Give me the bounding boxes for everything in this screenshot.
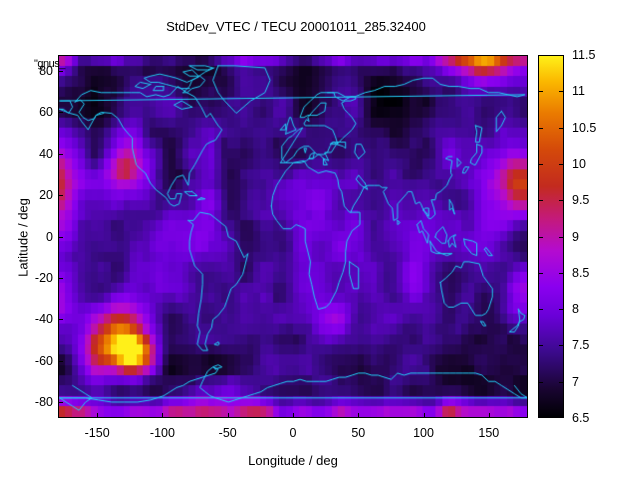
x-tick--100: -100 xyxy=(149,426,175,440)
colorbar-tick-mark xyxy=(538,236,543,238)
y-tick-mark xyxy=(58,319,63,321)
y-tick-60: 60 xyxy=(39,105,53,120)
y-tick-mark xyxy=(58,277,63,279)
x-tick-50: 50 xyxy=(351,426,366,440)
x-tick-mark xyxy=(97,413,99,418)
y-tick-mark xyxy=(58,153,63,155)
colorbar-tick-8.5: 8.5 xyxy=(572,265,590,280)
y-tick--60: -60 xyxy=(34,353,53,368)
colorbar-tick-mark xyxy=(559,272,564,274)
colorbar-tick-9: 9 xyxy=(572,229,579,244)
x-tick-0: 0 xyxy=(289,426,297,440)
colorbar-tick-10: 10 xyxy=(572,156,586,171)
x-tick--150: -150 xyxy=(84,426,110,440)
y-tick-mark xyxy=(58,236,63,238)
colorbar-tick-mark xyxy=(538,272,543,274)
colorbar-tick-mark xyxy=(559,163,564,165)
colorbar-tick-7: 7 xyxy=(572,374,579,389)
y-tick-mark xyxy=(58,70,63,72)
y-tick--20: -20 xyxy=(34,270,53,285)
colorbar-tick-mark xyxy=(559,200,564,202)
x-tick-150: 150 xyxy=(478,426,500,440)
y-axis-tick-labels: 80 60 40 20 0 -20 -40 -60 -80 xyxy=(0,0,53,480)
x-tick-100: 100 xyxy=(413,426,434,440)
y-tick-mark xyxy=(58,360,63,362)
y-tick--40: -40 xyxy=(34,312,53,327)
colorbar-tick-mark xyxy=(559,236,564,238)
colorbar-tick-8: 8 xyxy=(572,302,579,317)
colorbar-tick-mark xyxy=(538,91,543,93)
y-tick-0: 0 xyxy=(46,229,53,244)
x-tick--50: -50 xyxy=(218,426,237,440)
colorbar-tick-mark xyxy=(559,309,564,311)
colorbar-tick-mark xyxy=(559,91,564,93)
colorbar-tick-11: 11 xyxy=(572,84,585,99)
colorbar-tick-6.5: 6.5 xyxy=(572,411,590,425)
page-title: StdDev_VTEC / TECU 20001011_285.32400 xyxy=(166,19,426,34)
y-tick-20: 20 xyxy=(39,188,53,202)
x-tick-mark xyxy=(227,413,229,418)
colorbar-tick-mark xyxy=(538,345,543,347)
x-tick-mark xyxy=(162,413,164,418)
colorbar-tick-mark xyxy=(538,309,543,311)
x-tick-mark xyxy=(293,413,294,418)
y-tick-40: 40 xyxy=(39,146,53,161)
colorbar-tick-mark xyxy=(538,381,543,383)
x-tick-mark xyxy=(488,413,490,418)
colorbar-tick-11.5: 11.5 xyxy=(572,48,596,62)
x-tick-mark xyxy=(423,413,425,418)
x-axis-title: Longitude / deg xyxy=(248,453,338,468)
y-tick-80: 80 xyxy=(39,63,53,78)
colorbar-tick-mark xyxy=(538,127,543,129)
colorbar-tick-mark xyxy=(559,345,564,347)
colorbar-tick-9.5: 9.5 xyxy=(572,193,590,208)
colorbar-tick-mark xyxy=(538,200,543,202)
y-tick-mark xyxy=(58,195,63,196)
x-tick-mark xyxy=(358,413,360,418)
colorbar-tick-mark xyxy=(559,381,564,383)
colorbar-tick-10.5: 10.5 xyxy=(572,120,597,135)
y-tick-mark xyxy=(58,112,63,114)
y-tick-mark xyxy=(58,402,63,404)
colorbar-tick-7.5: 7.5 xyxy=(572,338,590,353)
y-tick--80: -80 xyxy=(34,395,53,410)
colorbar-tick-mark xyxy=(559,127,564,129)
colorbar-tick-mark xyxy=(538,163,543,165)
overlapping-text-artifact: "gnus_ xyxy=(34,58,65,70)
